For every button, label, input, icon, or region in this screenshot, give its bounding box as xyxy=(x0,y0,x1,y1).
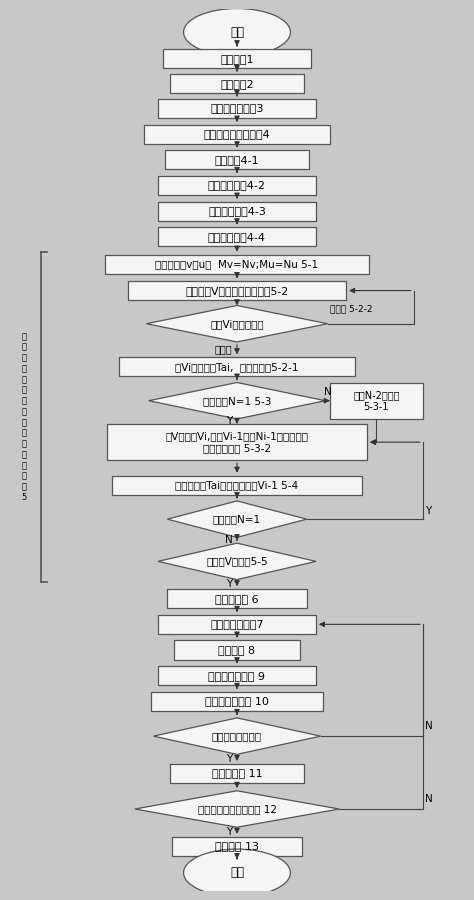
FancyBboxPatch shape xyxy=(107,424,367,461)
FancyBboxPatch shape xyxy=(174,641,300,660)
Ellipse shape xyxy=(183,8,291,56)
Text: 数据导入1: 数据导入1 xyxy=(220,54,254,64)
Text: 信息素增量计算 10: 信息素增量计算 10 xyxy=(205,697,269,706)
Text: 确定起始点v和u，  Mv=Nv;Mu=Nu 5-1: 确定起始点v和u， Mv=Nv;Mu=Nu 5-1 xyxy=(155,259,319,269)
Text: 是否超过最大迭代次数 12: 是否超过最大迭代次数 12 xyxy=(198,804,276,814)
Text: 血管建模2: 血管建模2 xyxy=(220,78,254,88)
FancyBboxPatch shape xyxy=(158,227,316,247)
Text: N: N xyxy=(225,536,232,545)
Text: N: N xyxy=(425,721,433,731)
Text: 具
有
自
我
复
制
功
能
的
蚂
蚁
侦
察
算
法
5: 具 有 自 我 复 制 功 能 的 蚂 蚁 侦 察 算 法 5 xyxy=(22,332,27,502)
Text: 启发式信息计算7: 启发式信息计算7 xyxy=(210,619,264,629)
Text: 将Vi其保存至Tai,  做侦察标记5-2-1: 将Vi其保存至Tai, 做侦察标记5-2-1 xyxy=(175,362,299,372)
Text: 信息素更新 11: 信息素更新 11 xyxy=(212,769,262,778)
Text: 距离计算4-1: 距离计算4-1 xyxy=(215,155,259,165)
Text: 参数初始化 6: 参数初始化 6 xyxy=(215,594,259,604)
Text: Y: Y xyxy=(226,580,232,590)
FancyBboxPatch shape xyxy=(170,764,304,783)
Text: N: N xyxy=(324,387,331,398)
Text: 从顶点集V中选择下一个顶点5-2: 从顶点集V中选择下一个顶点5-2 xyxy=(185,285,289,295)
FancyBboxPatch shape xyxy=(105,255,369,274)
Text: 未侦察: 未侦察 xyxy=(215,345,232,355)
Text: 最大挠率计算4-3: 最大挠率计算4-3 xyxy=(208,206,266,216)
Text: N: N xyxy=(425,794,433,804)
Text: 建立血管中心线网络4: 建立血管中心线网络4 xyxy=(204,129,270,140)
FancyBboxPatch shape xyxy=(128,281,346,300)
Text: 顶点Vi是否已侦察: 顶点Vi是否已侦察 xyxy=(210,319,264,328)
Text: 血管中心线提取3: 血管中心线提取3 xyxy=(210,104,264,113)
FancyBboxPatch shape xyxy=(151,692,323,711)
FancyBboxPatch shape xyxy=(158,99,316,118)
FancyBboxPatch shape xyxy=(172,837,302,856)
FancyBboxPatch shape xyxy=(165,150,309,169)
Text: 顶点集V为空集5-5: 顶点集V为空集5-5 xyxy=(206,556,268,566)
Text: Y: Y xyxy=(226,827,232,837)
FancyBboxPatch shape xyxy=(167,590,307,608)
Text: 复制N-2只蚂蚁
5-3-1: 复制N-2只蚂蚁 5-3-1 xyxy=(353,390,400,411)
Polygon shape xyxy=(149,382,325,418)
Polygon shape xyxy=(154,718,320,754)
Text: Y: Y xyxy=(425,506,431,516)
FancyBboxPatch shape xyxy=(118,357,356,376)
FancyBboxPatch shape xyxy=(330,382,423,418)
Text: 开始: 开始 xyxy=(230,26,244,39)
Polygon shape xyxy=(167,501,307,537)
Text: 信息素动态挥发 9: 信息素动态挥发 9 xyxy=(209,670,265,680)
Text: 已侦察 5-2-2: 已侦察 5-2-2 xyxy=(330,305,373,314)
Text: 最大曲率计算4-2: 最大曲率计算4-2 xyxy=(208,180,266,191)
Text: 所有蚂蚁到达终点: 所有蚂蚁到达终点 xyxy=(212,731,262,741)
Polygon shape xyxy=(158,544,316,580)
FancyBboxPatch shape xyxy=(158,202,316,220)
Text: 概率选择 8: 概率选择 8 xyxy=(219,645,255,655)
Text: 结束: 结束 xyxy=(230,867,244,879)
Polygon shape xyxy=(135,791,339,827)
Text: 输出结果 13: 输出结果 13 xyxy=(215,842,259,851)
FancyBboxPatch shape xyxy=(158,615,316,634)
Text: 根据路由表Tai沿原路退回到Vi-1 5-4: 根据路由表Tai沿原路退回到Vi-1 5-4 xyxy=(175,481,299,491)
FancyBboxPatch shape xyxy=(170,74,304,93)
Text: 顶点度数N=1 5-3: 顶点度数N=1 5-3 xyxy=(203,396,271,406)
Text: Y: Y xyxy=(226,417,232,427)
FancyBboxPatch shape xyxy=(111,476,363,495)
Polygon shape xyxy=(146,305,328,342)
Text: Y: Y xyxy=(226,754,232,764)
FancyBboxPatch shape xyxy=(158,666,316,685)
FancyBboxPatch shape xyxy=(158,176,316,195)
FancyBboxPatch shape xyxy=(144,124,330,144)
FancyBboxPatch shape xyxy=(163,50,311,68)
Text: 顶点度数N=1: 顶点度数N=1 xyxy=(213,514,261,524)
Text: 从V中剔除Vi,修改Vi-1度数Ni-1，更新整个
网络拓扑结构 5-3-2: 从V中剔除Vi,修改Vi-1度数Ni-1，更新整个 网络拓扑结构 5-3-2 xyxy=(165,431,309,453)
Ellipse shape xyxy=(183,849,291,896)
Text: 最小直径计算4-4: 最小直径计算4-4 xyxy=(208,231,266,242)
